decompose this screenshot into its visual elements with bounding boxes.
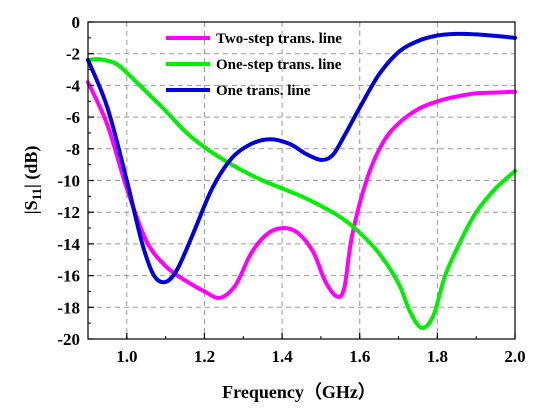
y-tick-label: 0	[72, 13, 81, 32]
y-axis-title-main: |S	[21, 200, 41, 214]
x-tick-label: 1.0	[116, 347, 137, 366]
y-tick-label: -16	[57, 267, 80, 286]
series-lines	[86, 31, 517, 330]
series-two-step-trans-line	[86, 80, 517, 300]
legend-label-one-trans: One trans. line	[216, 83, 311, 99]
y-tick-label: -10	[57, 172, 80, 191]
legend-label-one-step: One-step trans. line	[216, 57, 342, 73]
series-one-step-trans-line	[86, 57, 517, 330]
y-tick-labels: 0 -2 -4 -6 -8 -10 -12 -14 -16 -18 -20	[57, 13, 80, 349]
y-tick-label: -14	[57, 235, 80, 254]
legend: Two-step trans. line One-step trans. lin…	[166, 31, 342, 99]
y-tick-label: -18	[57, 298, 80, 317]
x-tick-label: 1.6	[349, 347, 370, 366]
y-tick-label: -2	[66, 45, 80, 64]
legend-item-one-step: One-step trans. line	[166, 57, 342, 73]
x-tick-label: 2.0	[504, 347, 525, 366]
axis-ticks	[87, 21, 516, 340]
x-tick-labels: 1.0 1.2 1.4 1.6 1.8 2.0	[116, 347, 525, 366]
x-tick-label: 1.4	[271, 347, 293, 366]
y-axis-title-sub: 11	[29, 188, 44, 200]
legend-item-two-step: Two-step trans. line	[166, 31, 342, 47]
y-axis-title-tail: | (dB)	[21, 146, 42, 188]
x-tick-label: 1.2	[194, 347, 215, 366]
y-axis-title: |S11| (dB)	[21, 146, 44, 215]
y-tick-label: -4	[66, 76, 81, 95]
legend-item-one-trans: One trans. line	[166, 83, 311, 99]
x-axis-title: Frequency（GHz）	[222, 382, 376, 402]
y-tick-label: -12	[57, 203, 80, 222]
series-one-trans-line	[86, 31, 517, 285]
y-tick-label: -20	[57, 330, 80, 349]
x-tick-label: 1.8	[427, 347, 448, 366]
y-tick-label: -6	[66, 108, 80, 127]
legend-label-two-step: Two-step trans. line	[216, 31, 342, 47]
y-tick-label: -8	[66, 140, 80, 159]
